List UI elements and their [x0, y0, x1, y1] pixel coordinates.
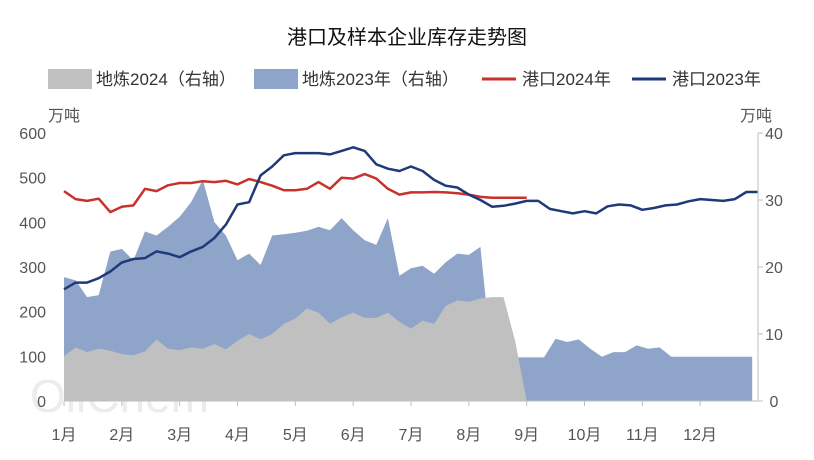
right-axis-unit: 万吨 — [740, 107, 772, 125]
x-tick-label: 3月 — [167, 427, 192, 444]
right-tick-label: 0 — [770, 394, 779, 411]
legend-swatch-dilian-2024 — [48, 69, 92, 89]
left-tick-label: 400 — [19, 215, 46, 232]
x-tick-label: 11月 — [626, 427, 659, 444]
left-tick-label: 500 — [19, 171, 46, 188]
left-axis-unit: 万吨 — [48, 107, 80, 125]
x-tick-label: 7月 — [399, 427, 424, 444]
legend-label-dilian-2023: 地炼2023年（右轴） — [302, 70, 459, 89]
left-tick-label: 600 — [19, 126, 46, 143]
series-2-line — [63, 172, 527, 214]
legend-label-port-2024: 港口2024年 — [522, 70, 611, 89]
x-tick-label: 1月 — [52, 427, 77, 444]
plot-area — [63, 146, 758, 401]
x-tick-label: 8月 — [456, 427, 481, 444]
x-tick-label: 10月 — [568, 427, 602, 444]
x-tick-label: 6月 — [341, 427, 366, 444]
right-tick-label: 20 — [765, 260, 783, 277]
x-tick-label: 5月 — [283, 427, 308, 444]
left-tick-label: 300 — [19, 260, 46, 277]
series-3-line — [63, 146, 758, 291]
right-tick-label: 10 — [765, 327, 783, 344]
x-tick-label: 2月 — [109, 427, 134, 444]
right-tick-label: 30 — [765, 193, 783, 210]
left-tick-label: 0 — [37, 394, 46, 411]
x-tick-label: 4月 — [225, 427, 250, 444]
legend-label-port-2023: 港口2023年 — [672, 70, 761, 89]
axes: 0 100 200 300 400 500 600 0 10 20 30 40 1月 2月 3月 4月 5月 6月… — [19, 126, 783, 444]
left-tick-label: 200 — [19, 305, 46, 322]
legend: 地炼2024（右轴） 地炼2023年（右轴） 港口2024年 港口2023年 — [48, 69, 761, 89]
legend-swatch-dilian-2023 — [254, 69, 298, 89]
chart-title: 港口及样本企业库存走势图 — [287, 26, 527, 49]
x-tick-label: 12月 — [683, 427, 717, 444]
series-0-area — [64, 297, 544, 401]
left-tick-label: 100 — [19, 349, 46, 366]
right-tick-label: 40 — [765, 126, 783, 143]
legend-label-dilian-2024: 地炼2024（右轴） — [96, 70, 236, 89]
x-tick-label: 9月 — [514, 427, 539, 444]
